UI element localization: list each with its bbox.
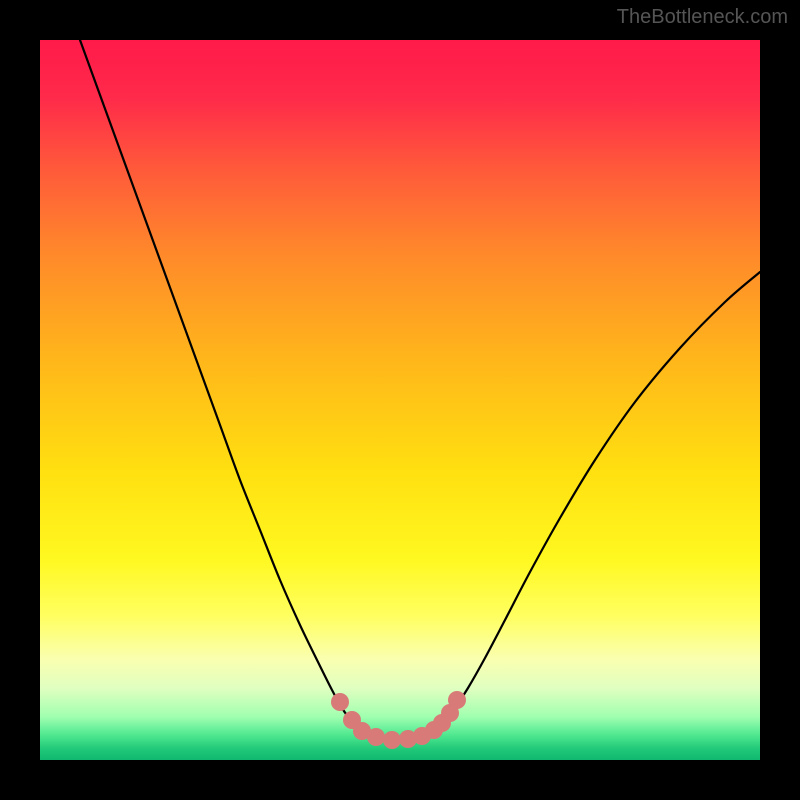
data-marker bbox=[367, 728, 385, 746]
chart-plot-area bbox=[40, 40, 760, 760]
watermark-text: TheBottleneck.com bbox=[617, 6, 788, 29]
bottleneck-curve bbox=[80, 40, 760, 740]
curve-layer bbox=[40, 40, 760, 760]
data-marker bbox=[448, 691, 466, 709]
data-marker bbox=[331, 693, 349, 711]
data-marker bbox=[383, 731, 401, 749]
data-markers bbox=[331, 691, 466, 749]
